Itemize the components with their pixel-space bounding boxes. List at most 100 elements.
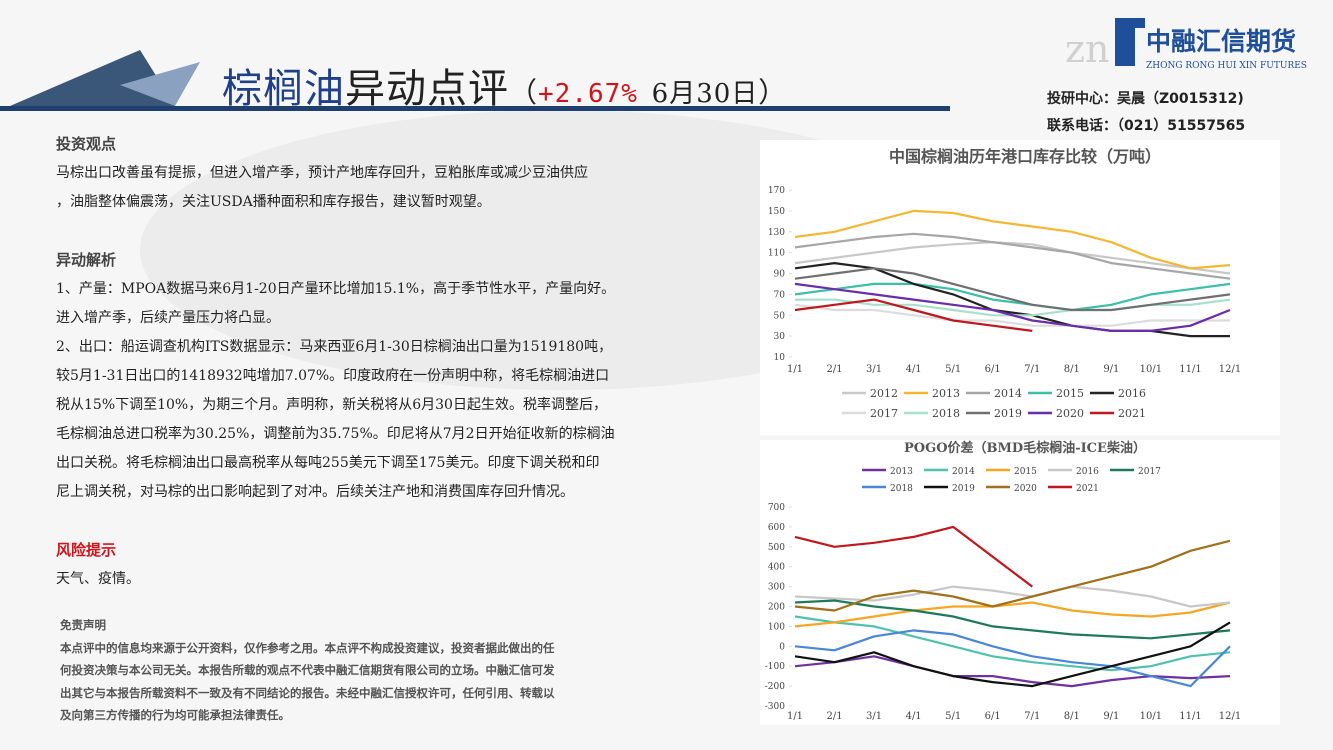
series-line xyxy=(794,298,1033,332)
y-tick-label: -200 xyxy=(765,682,785,692)
x-tick-label: 3/1 xyxy=(866,711,882,722)
y-tick-label: 400 xyxy=(768,563,785,573)
logo-watermark: zn xyxy=(1065,27,1110,71)
charts: 中国棕榈油历年港口库存比较（万吨） 10 30 50 70 90 110 130 150 170 1… xyxy=(765,147,1241,722)
y-tick-label: 10 xyxy=(774,353,786,363)
y-tick-label: 70 xyxy=(774,290,786,300)
x-tick-label: 5/1 xyxy=(945,711,961,722)
text-line: 本点评中的信息均来源于公开资料，仅作参考之用。本点评不构成投资建议，投资者据此做… xyxy=(60,640,555,655)
x-tick-label: 12/1 xyxy=(1219,711,1241,722)
title-label: 异动点评 xyxy=(345,66,509,112)
x-tick-label: 10/1 xyxy=(1140,711,1162,722)
title: 棕榈油异动点评（+2.67% 6月30日） xyxy=(222,56,787,114)
x-tick-label: 11/1 xyxy=(1179,711,1201,722)
x-tick-label: 6/1 xyxy=(985,364,1001,375)
logo-mark xyxy=(1115,18,1135,66)
x-tick-label: 8/1 xyxy=(1064,364,1080,375)
x-tick-label: 2/1 xyxy=(826,711,842,722)
legend-label: 2016 xyxy=(1118,387,1146,400)
series-line xyxy=(794,262,1230,338)
spacer xyxy=(56,217,756,246)
header-triangle xyxy=(10,50,175,106)
y-tick-label: 600 xyxy=(768,523,785,533)
x-tick-label: 7/1 xyxy=(1024,711,1040,722)
spacer xyxy=(56,507,756,536)
series-line xyxy=(794,655,1231,688)
title-paren: （ xyxy=(509,76,539,109)
header-bar xyxy=(0,106,950,111)
text-line: 进入增产季，后续产量压力将凸显。 xyxy=(56,310,280,326)
body: 投资观点 马棕出口改善虽有提振，但进入增产季，预计产地库存回升，豆粕胀库或减少豆… xyxy=(56,130,756,594)
chart-title: 中国棕榈油历年港口库存比较（万吨） xyxy=(889,147,1161,166)
y-tick-label: 500 xyxy=(768,543,785,553)
contact: 投研中心：吴晨（Z0015312) xyxy=(1047,91,1244,107)
text-line: 出口关税。将毛棕榈油出口最高税率从每吨255美元下调至175美元。印度下调关税和… xyxy=(56,455,600,471)
legend-label: 2020 xyxy=(1014,484,1037,494)
y-tick-label: 100 xyxy=(768,622,785,632)
text-line: 出其它与本报告所载资料不一致及有不同结论的报告。未经中融汇信授权许可，任何引用、… xyxy=(60,685,555,700)
text-line: ，油脂整体偏震荡，关注USDA播种面积和库存报告，建议暂时观望。 xyxy=(56,194,491,210)
logo-mark xyxy=(1115,18,1145,28)
y-tick-label: 200 xyxy=(768,603,785,613)
legend-label: 2019 xyxy=(952,484,975,494)
series-line xyxy=(794,615,1231,672)
text-line: 税从15%下调至10%，为期三个月。声明称，新关税将从6月30日起生效。税率调整… xyxy=(56,397,607,413)
x-tick-label: 12/1 xyxy=(1219,364,1241,375)
y-tick-label: 170 xyxy=(768,186,785,196)
text-line: 马棕出口改善虽有提振，但进入增产季，预计产地库存回升，豆粕胀库或减少豆油供应 xyxy=(56,165,588,181)
text-line: 尼上调关税，对马棕的出口影响起到了对冲。后续关注产地和消费国库存回升情况。 xyxy=(56,484,574,500)
legend-label: 2021 xyxy=(1076,484,1099,494)
legend-label: 2020 xyxy=(1056,407,1084,420)
legend-label: 2015 xyxy=(1014,467,1037,477)
x-tick-label: 2/1 xyxy=(826,364,842,375)
y-tick-label: 700 xyxy=(768,503,785,513)
y-tick-label: 130 xyxy=(768,228,785,238)
series-line xyxy=(794,282,1231,312)
legend-label: 2016 xyxy=(1076,467,1099,477)
y-tick-label: 30 xyxy=(774,332,786,342)
y-tick-label: -300 xyxy=(765,702,785,712)
series-line xyxy=(794,539,1231,612)
series-line xyxy=(794,282,1231,332)
title-date: 6月30日 xyxy=(651,79,759,109)
section-heading: 异动解析 xyxy=(56,251,117,269)
disclaimer-text: 本点评中的信息均来源于公开资料，仅作参考之用。本点评不构成投资建议，投资者据此做… xyxy=(60,637,555,727)
text-line: 何投资决策与本公司无关。本报告所载的观点不代表中融汇信期货有限公司的立场。中融汇… xyxy=(60,663,555,677)
text-line: 较5月1-31日出口的1418932吨增加7.07%。印度政府在一份声明中称，将… xyxy=(56,368,610,384)
x-tick-label: 10/1 xyxy=(1140,364,1162,375)
text-line: 毛棕榈油总进口税率为30.25%，调整前为35.75%。印尼将从7月2日开始征收… xyxy=(56,426,615,442)
x-tick-label: 9/1 xyxy=(1103,711,1119,722)
y-tick-label: 150 xyxy=(768,207,785,217)
legend-label: 2018 xyxy=(890,484,913,494)
series-line xyxy=(794,585,1231,608)
series-line xyxy=(794,599,1231,640)
disclaimer: 免责声明 本点评中的信息均来源于公开资料，仅作参考之用。本点评不构成投资建议，投… xyxy=(60,614,555,727)
x-tick-label: 7/1 xyxy=(1024,364,1040,375)
legend-label: 2019 xyxy=(994,407,1022,420)
series-line xyxy=(794,241,1231,275)
legend-label: 2017 xyxy=(870,407,898,420)
logo-en: ZHONG RONG HUI XIN FUTURES xyxy=(1146,61,1307,71)
section-heading: 投资观点 xyxy=(56,135,117,153)
x-tick-label: 11/1 xyxy=(1179,364,1201,375)
chart-title: POGO价差（BMD毛棕榈油-ICE柴油） xyxy=(904,440,1146,456)
header-triangle xyxy=(120,62,200,106)
x-tick-label: 8/1 xyxy=(1064,711,1080,722)
legend-label: 2012 xyxy=(870,387,898,400)
y-tick-label: 90 xyxy=(774,270,786,280)
y-tick-label: 50 xyxy=(774,311,786,321)
y-tick-label: 0 xyxy=(779,642,785,652)
y-tick-label: 300 xyxy=(768,583,785,593)
x-tick-label: 6/1 xyxy=(985,711,1001,722)
y-tick-label: -100 xyxy=(765,662,785,672)
text-line: 1、产量：MPOA数据马来6月1-20日产量环比增加15.1%，高于季节性水平，… xyxy=(56,281,616,297)
x-tick-label: 1/1 xyxy=(787,711,803,722)
title-product: 棕榈油 xyxy=(222,66,345,112)
title-change: +2.67% xyxy=(538,79,638,109)
x-tick-label: 4/1 xyxy=(906,711,922,722)
paragraph: 天气、疫情。 xyxy=(56,571,140,587)
series-line xyxy=(794,303,1230,327)
series-line xyxy=(794,621,1231,688)
x-tick-label: 1/1 xyxy=(787,364,803,375)
